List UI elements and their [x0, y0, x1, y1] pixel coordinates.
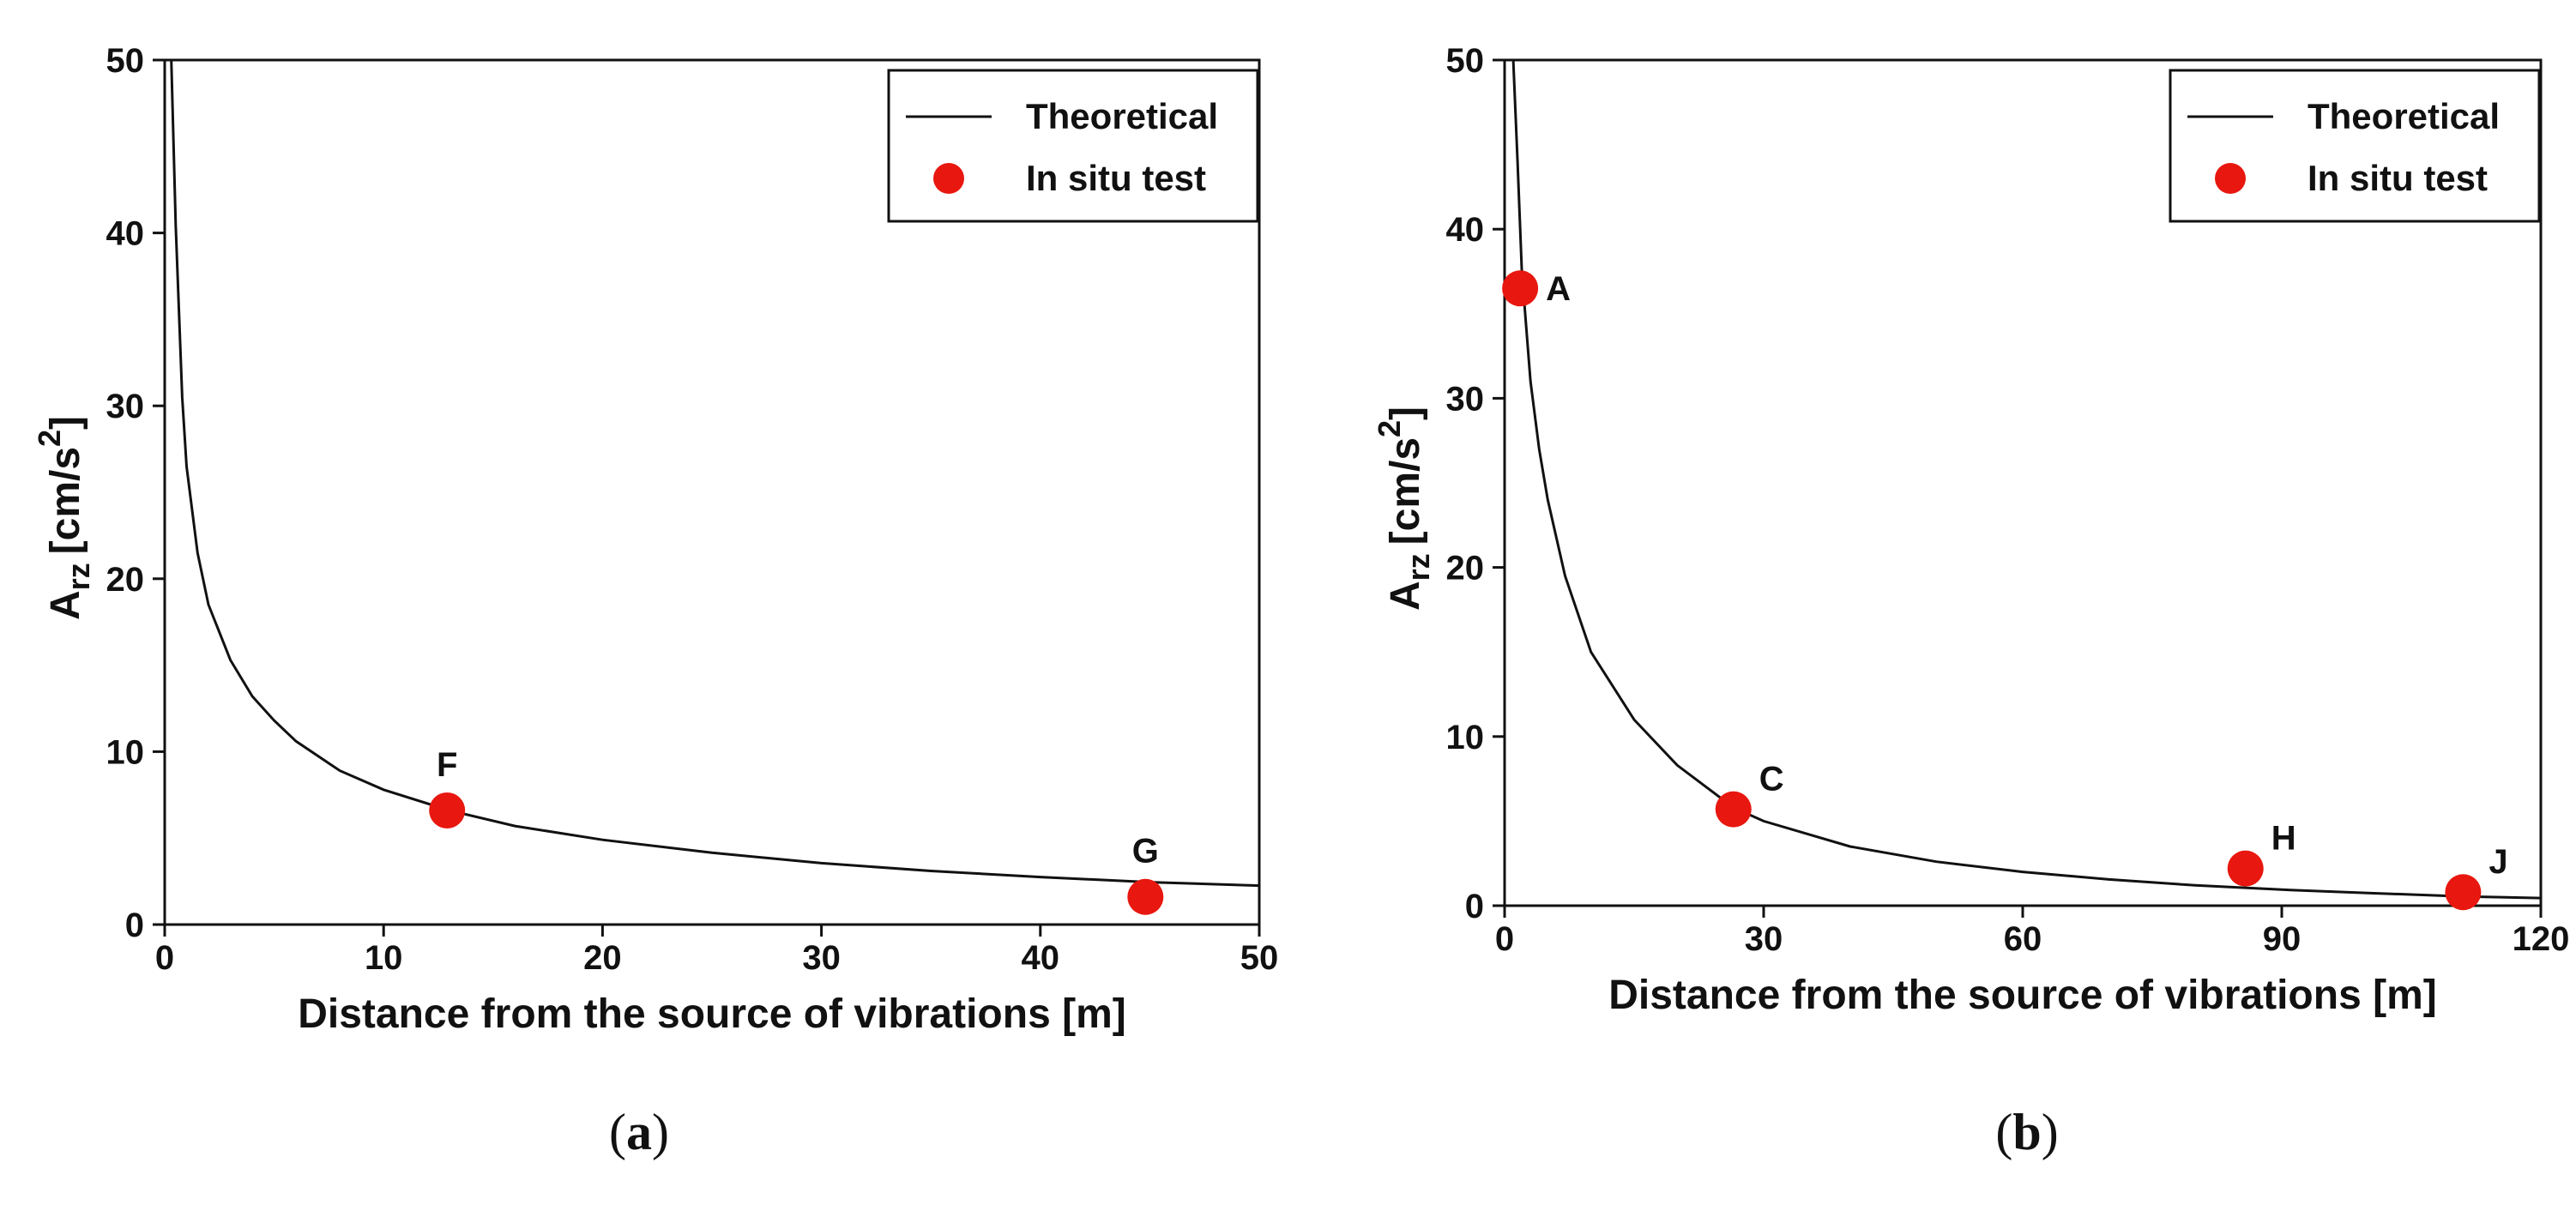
legend-box — [887, 69, 1259, 223]
y-tick-label: 50 — [1446, 42, 1485, 80]
legend: Theoretical In situ test — [887, 69, 1259, 223]
x-tick-label: 30 — [1745, 920, 1783, 958]
y-tick-label: 10 — [106, 733, 145, 771]
y-label-main: A — [43, 590, 88, 620]
legend-label-in-situ: In situ test — [2308, 158, 2488, 198]
y-tick-label: 50 — [106, 42, 145, 80]
y-label-close: ] — [43, 416, 88, 430]
x-tick-label: 40 — [1022, 939, 1060, 977]
y-tick-label: 30 — [1446, 380, 1485, 418]
y-tick-label: 20 — [1446, 550, 1485, 587]
in-situ-points: A C H J — [1502, 270, 2508, 911]
caption-letter: b — [2012, 1104, 2041, 1160]
in-situ-point-j — [2445, 874, 2482, 911]
caption-open: ( — [1995, 1104, 2012, 1160]
x-tick-label: 90 — [2263, 920, 2302, 958]
y-tick-label: 0 — [125, 907, 144, 944]
point-label-j: J — [2489, 843, 2507, 881]
y-tick-label: 20 — [106, 561, 145, 599]
point-label-a: A — [1546, 270, 1571, 308]
y-label-subscript: rz — [61, 563, 96, 590]
legend-marker-swatch — [933, 163, 964, 194]
x-axis-label: Distance from the source of vibrations [… — [298, 991, 1126, 1037]
legend-label-theoretical: Theoretical — [1026, 96, 1218, 136]
plot-frame — [163, 58, 1261, 926]
in-situ-point-a — [1502, 270, 1539, 307]
tick-group: 0 10 20 30 40 50 0 10 20 30 40 50 — [106, 42, 1279, 977]
in-situ-point-c — [1715, 791, 1752, 828]
tick-group: 0 30 60 90 120 0 10 20 30 40 50 — [1446, 42, 2570, 958]
legend-label-in-situ: In situ test — [1026, 158, 1206, 198]
point-label-f: F — [437, 746, 457, 784]
x-tick-label: 0 — [1495, 920, 1514, 958]
x-tick-label: 50 — [1240, 939, 1279, 977]
panel-caption: (a) — [609, 1104, 669, 1160]
legend-label-theoretical: Theoretical — [2308, 96, 2500, 136]
y-label-main: A — [1383, 581, 1428, 611]
x-tick-label: 10 — [365, 939, 403, 977]
in-situ-point-f — [429, 792, 466, 828]
x-tick-label: 60 — [2004, 920, 2042, 958]
theoretical-curve — [170, 59, 1260, 888]
in-situ-point-h — [2227, 850, 2264, 887]
y-label-subscript: rz — [1401, 553, 1436, 581]
point-label-h: H — [2271, 820, 2296, 858]
y-tick-label: 10 — [1446, 719, 1485, 756]
y-tick-label: 40 — [106, 215, 145, 253]
point-label-c: C — [1759, 761, 1784, 798]
x-tick-label: 0 — [155, 939, 174, 977]
y-tick-label: 40 — [1446, 211, 1485, 249]
caption-open: ( — [609, 1104, 626, 1160]
y-label-close: ] — [1383, 407, 1428, 420]
y-label-unit: [cm/s — [1383, 437, 1428, 545]
panel-caption: (b) — [1995, 1104, 2058, 1160]
in-situ-points: FG — [429, 746, 1164, 915]
y-axis-label: Arz [cm/s2] — [1372, 407, 1436, 611]
y-tick-label: 30 — [106, 388, 145, 425]
chart-panel-b: 0 30 60 90 120 0 10 20 30 40 50 A C H J Theoretical I… — [1372, 42, 2569, 1160]
in-situ-point-g — [1127, 878, 1164, 915]
y-label-superscript: 2 — [1372, 420, 1407, 437]
x-tick-label: 20 — [583, 939, 622, 977]
legend: Theoretical In situ test — [2169, 69, 2541, 223]
y-label-unit: [cm/s — [43, 447, 88, 554]
y-axis-label: Arz [cm/s2] — [32, 416, 96, 620]
x-axis-label: Distance from the source of vibrations [… — [1608, 973, 2437, 1018]
x-tick-label: 120 — [2513, 920, 2570, 958]
caption-letter: a — [626, 1104, 652, 1160]
y-label-superscript: 2 — [32, 430, 67, 447]
caption-close: ) — [2042, 1104, 2059, 1160]
legend-marker-swatch — [2215, 163, 2246, 194]
caption-close: ) — [652, 1104, 669, 1160]
legend-box — [2169, 69, 2541, 223]
point-label-g: G — [1132, 833, 1159, 871]
y-tick-label: 0 — [1465, 888, 1484, 925]
x-tick-label: 30 — [802, 939, 841, 977]
